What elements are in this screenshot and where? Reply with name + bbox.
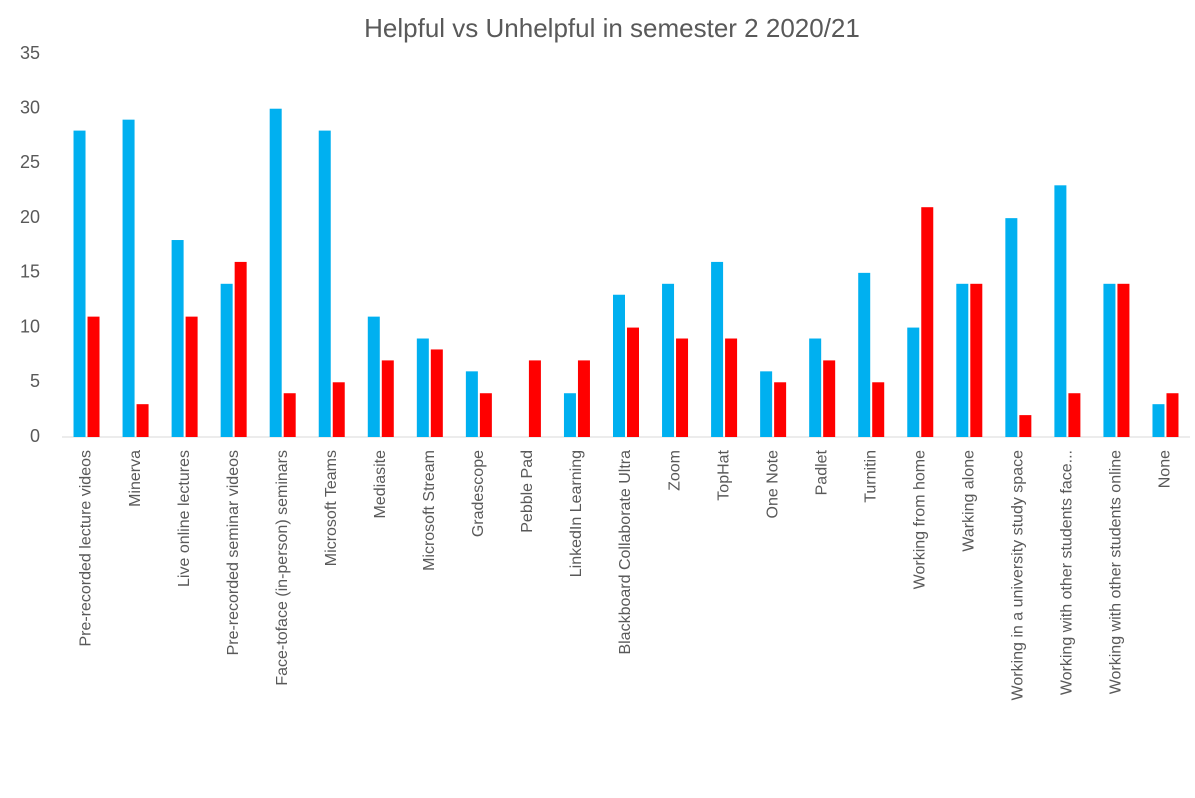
bar bbox=[1166, 393, 1179, 437]
bar bbox=[318, 130, 331, 437]
y-tick-label: 25 bbox=[20, 152, 40, 172]
bar bbox=[1117, 283, 1130, 437]
bar bbox=[465, 371, 478, 437]
y-tick-label: 35 bbox=[20, 43, 40, 63]
x-tick-label: Working from home bbox=[911, 450, 928, 589]
bar bbox=[283, 393, 296, 437]
x-tick-label: Padlet bbox=[813, 449, 830, 495]
bar bbox=[1152, 404, 1165, 437]
y-tick-label: 5 bbox=[30, 371, 40, 391]
bar bbox=[676, 338, 689, 437]
x-tick-label: Face-toface (in-person) seminars bbox=[274, 450, 291, 686]
x-tick-label: Gradescope bbox=[470, 450, 487, 537]
x-tick-label: Pebble Pad bbox=[519, 450, 536, 533]
bar bbox=[185, 316, 198, 437]
y-tick-label: 0 bbox=[30, 426, 40, 446]
y-tick-label: 20 bbox=[20, 207, 40, 227]
bar bbox=[234, 261, 247, 437]
bar bbox=[907, 327, 920, 437]
bar bbox=[479, 393, 492, 437]
bar bbox=[136, 404, 149, 437]
x-tick-label: Working with other students face... bbox=[1059, 450, 1076, 695]
x-tick-label: Live online lectures bbox=[176, 450, 193, 587]
x-tick-label: Pre-recorded seminar videos bbox=[225, 450, 242, 655]
bar bbox=[760, 371, 773, 437]
y-tick-label: 10 bbox=[20, 316, 40, 336]
x-tick-label: LinkedIn Learning bbox=[568, 450, 585, 577]
bar bbox=[528, 360, 541, 437]
x-tick-label: Microsoft Stream bbox=[421, 450, 438, 571]
x-tick-label: Minerva bbox=[127, 450, 144, 507]
x-tick-label: Microsoft Teams bbox=[323, 450, 340, 566]
bar bbox=[970, 283, 983, 437]
bar bbox=[1054, 185, 1067, 437]
x-tick-label: Pre-recorded lecture videos bbox=[78, 450, 95, 647]
bar bbox=[220, 283, 233, 437]
bar bbox=[872, 382, 885, 437]
bar bbox=[122, 119, 135, 438]
bar bbox=[858, 272, 871, 437]
x-tick-label: Working with other students online bbox=[1108, 450, 1125, 694]
x-tick-label: None bbox=[1157, 450, 1174, 488]
bar bbox=[774, 382, 787, 437]
bar bbox=[577, 360, 590, 437]
bar bbox=[1005, 218, 1018, 437]
bar bbox=[269, 108, 282, 437]
bar bbox=[563, 393, 576, 437]
bar bbox=[430, 349, 443, 437]
bar bbox=[956, 283, 969, 437]
y-tick-label: 30 bbox=[20, 97, 40, 117]
bar bbox=[1103, 283, 1116, 437]
bar bbox=[73, 130, 86, 437]
bar bbox=[823, 360, 836, 437]
bar bbox=[921, 207, 934, 437]
bar bbox=[725, 338, 738, 437]
bar bbox=[613, 294, 625, 437]
bar bbox=[416, 338, 429, 437]
x-tick-label: Working in a university study space bbox=[1010, 450, 1027, 701]
bar bbox=[381, 360, 394, 437]
bar bbox=[809, 338, 822, 437]
bar bbox=[171, 240, 184, 437]
y-tick-label: 15 bbox=[20, 262, 40, 282]
bar bbox=[367, 316, 380, 437]
chart-title: Helpful vs Unhelpful in semester 2 2020/… bbox=[364, 13, 860, 43]
x-tick-label: Turnitin bbox=[862, 450, 879, 503]
bar bbox=[662, 283, 675, 437]
bar bbox=[711, 261, 724, 437]
bar bbox=[1068, 393, 1081, 437]
bar bbox=[627, 327, 639, 437]
bar bbox=[332, 382, 345, 437]
x-tick-label: Mediasite bbox=[372, 450, 389, 519]
bar bbox=[87, 316, 100, 437]
x-tick-label: One Note bbox=[764, 450, 781, 519]
x-tick-label: TopHat bbox=[715, 449, 732, 500]
x-tick-label: Blackboard Collaborate Ultra bbox=[617, 450, 634, 655]
x-tick-label: Zoom bbox=[666, 450, 683, 491]
x-tick-label: Warking alone bbox=[961, 450, 978, 552]
bar bbox=[1019, 415, 1032, 437]
